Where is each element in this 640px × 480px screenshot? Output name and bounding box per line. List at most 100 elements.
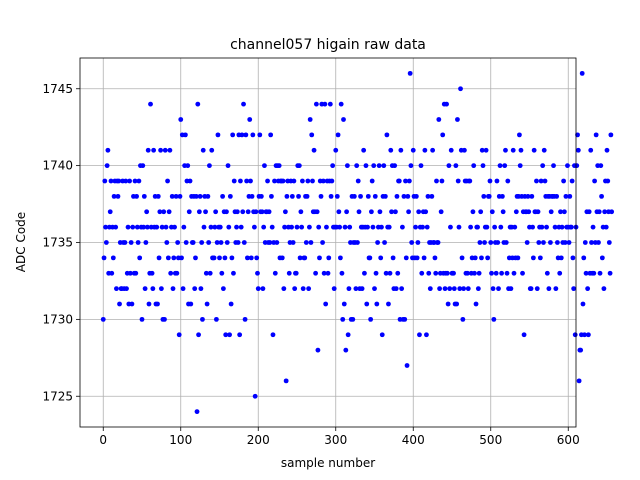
- data-point: [499, 270, 504, 276]
- data-point: [487, 178, 493, 184]
- data-point: [158, 147, 164, 153]
- data-point: [503, 240, 509, 245]
- data-point: [365, 193, 371, 199]
- data-point: [438, 209, 444, 215]
- data-point: [322, 101, 328, 107]
- data-point: [596, 209, 602, 215]
- data-point: [363, 163, 369, 169]
- data-point: [274, 240, 280, 245]
- data-point: [195, 101, 201, 107]
- data-point: [161, 209, 167, 215]
- data-point: [496, 286, 501, 292]
- data-point: [406, 178, 412, 184]
- x-tick-label: 0: [99, 433, 107, 447]
- data-point: [181, 224, 187, 230]
- data-point: [260, 286, 266, 292]
- data-point: [143, 240, 149, 245]
- data-point: [324, 224, 329, 230]
- data-point: [132, 178, 138, 184]
- data-point: [338, 101, 344, 107]
- data-point: [162, 316, 167, 322]
- data-point: [499, 193, 505, 199]
- data-point: [318, 193, 324, 199]
- data-point: [535, 209, 541, 215]
- data-point: [203, 270, 209, 276]
- data-point: [444, 270, 450, 276]
- data-point: [325, 270, 331, 276]
- data-point: [544, 224, 549, 230]
- data-point: [142, 286, 148, 292]
- data-point: [582, 240, 588, 245]
- data-point: [421, 255, 427, 261]
- data-point: [282, 224, 287, 230]
- data-point: [386, 224, 392, 230]
- data-point: [500, 209, 506, 215]
- data-point: [478, 209, 484, 215]
- data-point: [207, 163, 212, 169]
- data-point: [491, 316, 497, 322]
- data-point: [498, 224, 504, 230]
- data-point: [299, 224, 305, 230]
- data-point: [289, 224, 294, 230]
- data-point: [211, 255, 217, 261]
- data-point: [485, 255, 491, 261]
- data-point: [435, 240, 441, 245]
- data-point: [204, 301, 210, 307]
- data-point: [215, 132, 221, 138]
- data-point: [239, 132, 245, 138]
- data-point: [229, 255, 235, 261]
- data-point: [459, 255, 465, 261]
- data-point: [367, 255, 373, 261]
- data-point: [137, 255, 143, 261]
- data-point: [383, 270, 389, 276]
- data-point: [171, 255, 177, 261]
- data-point: [410, 147, 416, 153]
- data-point: [476, 270, 482, 276]
- data-point: [424, 332, 429, 338]
- data-point: [402, 316, 408, 322]
- data-point: [419, 270, 425, 276]
- data-point: [393, 209, 398, 215]
- data-point: [355, 178, 361, 184]
- data-point: [601, 286, 607, 292]
- data-point: [520, 270, 525, 276]
- data-point: [311, 147, 317, 153]
- data-point: [176, 332, 182, 338]
- data-point: [371, 163, 377, 169]
- data-point: [329, 178, 335, 184]
- data-point: [343, 347, 349, 353]
- data-point: [105, 147, 111, 153]
- data-point: [156, 255, 162, 261]
- data-point: [423, 209, 429, 215]
- data-point: [252, 393, 258, 399]
- data-point: [335, 132, 341, 138]
- data-point: [578, 347, 584, 353]
- data-point: [440, 132, 446, 138]
- data-point: [170, 286, 176, 292]
- data-point: [390, 255, 396, 261]
- data-point: [336, 209, 342, 215]
- data-point: [107, 209, 113, 215]
- data-point: [134, 193, 139, 199]
- data-point: [243, 132, 249, 138]
- data-point: [517, 132, 522, 138]
- data-point: [451, 286, 457, 292]
- data-point: [488, 240, 494, 245]
- data-point: [448, 224, 453, 230]
- data-point: [234, 224, 239, 230]
- data-point: [552, 224, 558, 230]
- data-point: [148, 101, 153, 107]
- data-point: [583, 270, 589, 276]
- data-point: [245, 209, 251, 215]
- data-point: [453, 163, 459, 169]
- data-point: [401, 193, 407, 199]
- data-point: [425, 193, 431, 199]
- data-point: [212, 224, 218, 230]
- data-point: [230, 132, 236, 138]
- data-point: [588, 147, 594, 153]
- data-point: [103, 240, 109, 245]
- data-point: [255, 270, 260, 276]
- data-point: [415, 240, 421, 245]
- data-point: [596, 240, 601, 245]
- data-point: [505, 178, 511, 184]
